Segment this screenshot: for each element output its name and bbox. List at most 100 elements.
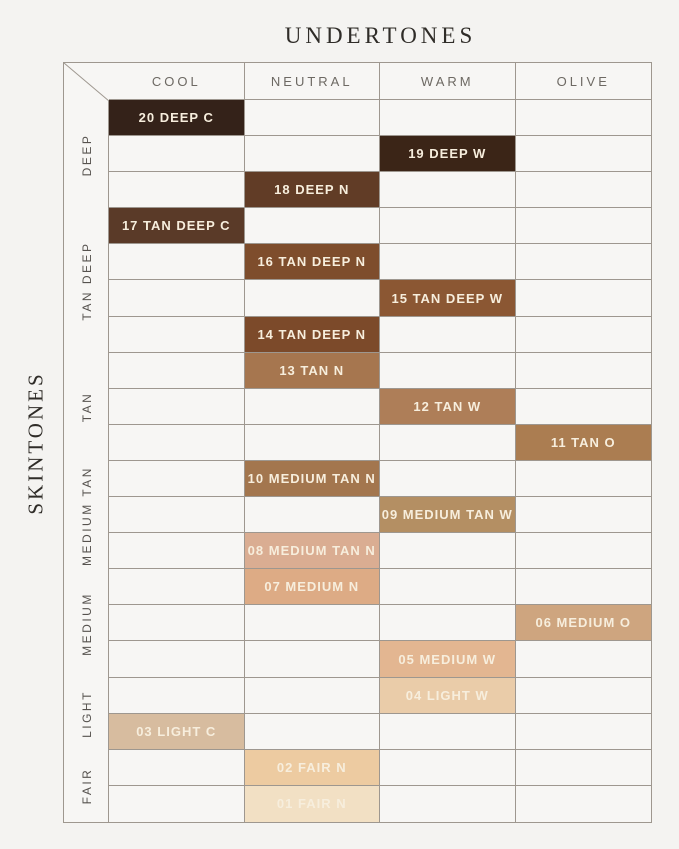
column-header-neutral: NEUTRAL <box>244 63 380 100</box>
empty-cell <box>515 316 651 353</box>
empty-cell <box>515 713 651 750</box>
skintones-axis-title: SKINTONES <box>23 371 48 515</box>
empty-cell <box>515 749 651 786</box>
empty-cell <box>244 100 380 137</box>
shade-swatch-01-fair-n: 01 FAIR N <box>244 785 380 822</box>
empty-cell <box>380 100 516 137</box>
empty-cell <box>244 713 380 750</box>
empty-cell <box>109 460 245 498</box>
empty-cell <box>380 533 516 570</box>
empty-cell <box>380 569 516 606</box>
corner-diagonal-line <box>64 63 109 101</box>
shade-swatch-20-deep-c: 20 DEEP C <box>109 100 245 137</box>
shade-swatch-17-tan-deep-c: 17 TAN DEEP C <box>109 208 245 245</box>
shade-swatch-06-medium-o: 06 MEDIUM O <box>515 605 651 642</box>
shade-swatch-03-light-c: 03 LIGHT C <box>109 713 245 750</box>
empty-cell <box>380 172 516 209</box>
empty-cell <box>109 352 245 389</box>
undertones-axis-title: UNDERTONES <box>284 23 477 48</box>
empty-cell <box>515 244 651 281</box>
empty-cell <box>109 244 245 281</box>
shade-swatch-07-medium-n: 07 MEDIUM N <box>244 569 380 606</box>
shade-swatch-10-medium-tan-n: 10 MEDIUM TAN N <box>244 460 380 498</box>
empty-cell <box>244 280 380 317</box>
empty-cell <box>380 352 516 389</box>
empty-cell <box>515 569 651 606</box>
empty-cell <box>244 136 380 173</box>
empty-cell <box>109 280 245 317</box>
empty-cell <box>244 424 380 461</box>
shade-grid: COOL NEUTRAL WARM OLIVE 20 DEEP C 19 DEEP W 18… <box>109 63 651 822</box>
skintone-group-label-medium-tan: MEDIUM TAN <box>79 465 94 566</box>
skintone-group-label-deep: DEEP <box>79 133 94 177</box>
shade-swatch-12-tan-w: 12 TAN W <box>380 388 516 425</box>
shade-swatch-14-tan-deep-n: 14 TAN DEEP N <box>244 316 380 353</box>
label-column-divider <box>108 100 109 822</box>
empty-cell <box>109 785 245 822</box>
empty-cell <box>109 569 245 606</box>
empty-cell <box>380 424 516 461</box>
empty-cell <box>109 172 245 209</box>
shade-swatch-18-deep-n: 18 DEEP N <box>244 172 380 209</box>
empty-cell <box>515 352 651 389</box>
empty-cell <box>109 388 245 425</box>
empty-cell <box>515 460 651 498</box>
empty-cell <box>109 533 245 570</box>
column-header-cool: COOL <box>109 63 245 100</box>
empty-cell <box>109 677 245 714</box>
column-header-olive: OLIVE <box>515 63 651 100</box>
skintone-group-label-light: LIGHT <box>79 689 94 738</box>
shade-swatch-09-medium-tan-w: 09 MEDIUM TAN W <box>380 497 516 534</box>
empty-cell <box>515 100 651 137</box>
shade-swatch-02-fair-n: 02 FAIR N <box>244 749 380 786</box>
shade-swatch-05-medium-w: 05 MEDIUM W <box>380 641 516 678</box>
empty-cell <box>109 316 245 353</box>
shade-swatch-04-light-w: 04 LIGHT W <box>380 677 516 714</box>
empty-cell <box>515 172 651 209</box>
empty-cell <box>244 497 380 534</box>
skintone-group-label-fair: FAIR <box>79 767 94 805</box>
empty-cell <box>515 785 651 822</box>
empty-cell <box>515 280 651 317</box>
empty-cell <box>380 460 516 498</box>
empty-cell <box>380 713 516 750</box>
corner-cell <box>64 63 109 101</box>
shade-swatch-19-deep-w: 19 DEEP W <box>380 136 516 173</box>
shade-swatch-15-tan-deep-w: 15 TAN DEEP W <box>380 280 516 317</box>
empty-cell <box>244 641 380 678</box>
shade-swatch-08-medium-tan-n: 08 MEDIUM TAN N <box>244 533 380 570</box>
empty-cell <box>515 677 651 714</box>
empty-cell <box>109 136 245 173</box>
empty-cell <box>244 605 380 642</box>
empty-cell <box>109 749 245 786</box>
column-header-warm: WARM <box>380 63 516 100</box>
empty-cell <box>380 785 516 822</box>
shade-swatch-11-tan-o: 11 TAN O <box>515 424 651 461</box>
empty-cell <box>380 316 516 353</box>
empty-cell <box>515 641 651 678</box>
empty-cell <box>244 208 380 245</box>
empty-cell <box>515 388 651 425</box>
empty-cell <box>380 605 516 642</box>
empty-cell <box>244 677 380 714</box>
skintone-group-label-medium: MEDIUM <box>79 591 94 656</box>
shade-matrix: DEEP TAN DEEP TAN MEDIUM TAN MEDIUM LIGHT FAIR… <box>63 62 652 823</box>
empty-cell <box>380 749 516 786</box>
empty-cell <box>515 497 651 534</box>
empty-cell <box>515 533 651 570</box>
empty-cell <box>109 605 245 642</box>
skintone-groups: DEEP TAN DEEP TAN MEDIUM TAN MEDIUM LIGHT FAIR <box>64 63 109 822</box>
empty-cell <box>109 424 245 461</box>
empty-cell <box>515 136 651 173</box>
empty-cell <box>109 497 245 534</box>
empty-cell <box>515 208 651 245</box>
shade-swatch-16-tan-deep-n: 16 TAN DEEP N <box>244 244 380 281</box>
empty-cell <box>244 388 380 425</box>
empty-cell <box>380 244 516 281</box>
shade-swatch-13-tan-n: 13 TAN N <box>244 352 380 389</box>
skintone-group-label-tan-deep: TAN DEEP <box>79 241 94 321</box>
skintone-group-label-tan: TAN <box>79 392 94 423</box>
empty-cell <box>380 208 516 245</box>
empty-cell <box>109 641 245 678</box>
